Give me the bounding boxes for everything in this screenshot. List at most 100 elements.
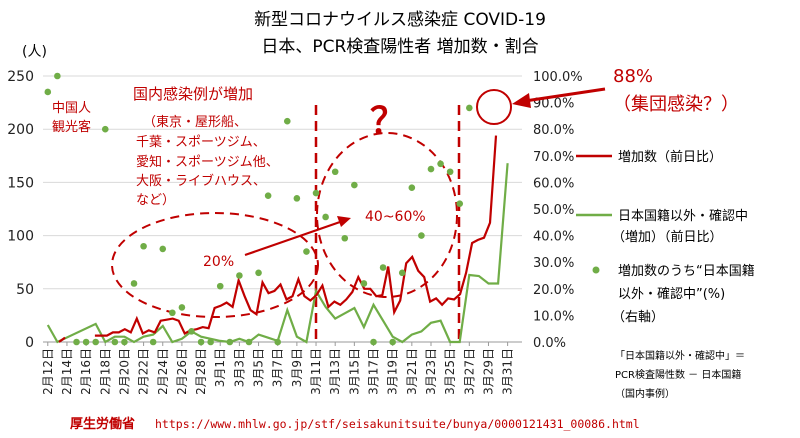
domestic-detail-2: 千葉・スポーツジム、	[136, 135, 266, 150]
ratio-dot	[437, 160, 444, 168]
chart-subtitle: 日本、PCR検査陽性者 増加数・割合	[261, 37, 538, 57]
x-tick-label: 3月13日	[328, 348, 342, 395]
ratio-dot	[379, 264, 387, 271]
ratio-dot	[331, 168, 339, 176]
tourists-line-2: 観光客	[52, 119, 91, 135]
ratio-dot	[351, 181, 358, 189]
y2-tick-label: 80.0%	[533, 123, 574, 138]
x-tick-label: 3月5日	[252, 348, 266, 387]
right-axis-ticks: 0.0% 10.0% 20.0% 30.0% 40.0% 50.0% 60.0% 70.0% 8…	[533, 70, 583, 351]
y2-tick-label: 30.0%	[533, 256, 574, 271]
arrow-to-88pct	[524, 87, 606, 103]
arrow-head-20-to-40	[337, 216, 351, 227]
x-tick-label: 3月31日	[501, 348, 515, 395]
ratio-dot	[130, 280, 138, 287]
x-tick-label: 3月15日	[347, 348, 361, 395]
series-line-total-increase	[58, 135, 498, 343]
ratio-dot	[92, 338, 99, 346]
arrow-head-to-88pct	[512, 93, 531, 108]
legend-label-ratio-2: 以外・確認中”(%)	[618, 286, 725, 302]
note-line-3: （国内事例）	[615, 387, 675, 400]
legend-label-foreign-2: （増加）（前日比）	[612, 229, 723, 245]
ratio-dot	[54, 72, 61, 80]
ratio-dot	[101, 125, 109, 133]
ratio-dot	[111, 338, 119, 346]
arrow-20-to-40	[244, 220, 341, 257]
ratio-dot	[207, 338, 214, 346]
ratio-dot	[312, 189, 320, 197]
ratio-dot	[159, 245, 167, 253]
legend-label-ratio-1: 増加数のうち“日本国籍	[618, 263, 755, 279]
ratio-dot	[341, 234, 349, 242]
x-tick-label: 3月27日	[462, 348, 476, 395]
y2-tick-label: 20.0%	[533, 283, 574, 298]
ellipse-20pct	[111, 212, 319, 318]
annotation-question-mark: ？	[370, 101, 406, 142]
x-tick-label: 2月22日	[137, 348, 151, 395]
ratio-dot	[82, 338, 90, 346]
left-axis-ticks: 0 50 100 150 200 250	[7, 69, 34, 351]
legend-label-ratio-3: （右軸）	[612, 310, 664, 325]
y2-tick-label: 10.0%	[533, 309, 574, 324]
ratio-dot	[303, 248, 310, 255]
ratio-dot	[418, 232, 425, 239]
red-line-segment	[58, 336, 66, 343]
ratio-dot	[149, 338, 157, 346]
ratio-dot	[197, 338, 205, 346]
red-line-segment	[94, 135, 498, 337]
x-tick-label: 3月29日	[481, 348, 495, 395]
annotation-40-60pct: 40~60%	[365, 209, 426, 225]
y-tick-label: 200	[7, 122, 34, 138]
y2-tick-label: 40.0%	[533, 230, 574, 245]
y-tick-label: 100	[7, 229, 34, 245]
x-tick-label: 3月11日	[309, 348, 323, 395]
chart-title: 新型コロナウイルス感染症 COVID-19	[254, 10, 546, 30]
x-tick-label: 3月17日	[367, 348, 381, 395]
ratio-dot	[236, 272, 243, 279]
ratio-dot	[245, 338, 253, 346]
ratio-dot	[169, 309, 176, 317]
x-tick-label: 2月18日	[98, 348, 112, 395]
tourists-line-1: 中国人	[52, 101, 91, 116]
y2-tick-label: 60.0%	[533, 176, 574, 191]
series-dots-foreign-ratio	[44, 72, 473, 346]
ratio-dot	[427, 165, 435, 173]
annotation-88pct: 88%	[613, 66, 653, 87]
note-line-2: PCR検査陽性数 － 日本国籍	[615, 368, 741, 381]
x-tick-label: 2月12日	[41, 348, 55, 395]
x-tick-label: 2月14日	[60, 348, 74, 395]
ratio-dot	[274, 338, 282, 346]
annotation-20pct: 20%	[203, 254, 234, 270]
ratio-dot	[408, 184, 416, 192]
ratio-dot	[370, 338, 377, 346]
ratio-dot	[140, 242, 147, 250]
legend-symbol-green-dot	[592, 266, 600, 274]
definition-note: 「日本国籍以外・確認中」＝ PCR検査陽性数 － 日本国籍 （国内事例）	[615, 349, 745, 400]
y-tick-label: 50	[16, 282, 34, 298]
source-url[interactable]: https://www.mhlw.go.jp/stf/seisakunitsui…	[155, 417, 640, 431]
x-tick-label: 3月1日	[213, 348, 227, 387]
x-tick-label: 3月9日	[290, 348, 304, 387]
x-tick-label: 3月3日	[232, 348, 246, 387]
ratio-dot	[188, 328, 195, 335]
ratio-dot	[466, 104, 473, 112]
y2-tick-label: 100.0%	[533, 70, 583, 85]
left-axis-unit: (人)	[22, 44, 47, 60]
y-tick-label: 250	[7, 69, 34, 85]
y-tick-label: 150	[7, 175, 34, 191]
ratio-dot	[446, 168, 454, 176]
x-tick-label: 2月20日	[117, 348, 131, 395]
x-tick-label: 2月24日	[156, 348, 170, 395]
ratio-dot	[121, 338, 128, 346]
ratio-dot	[283, 117, 291, 125]
annotation-domestic-title: 国内感染例が増加	[133, 85, 253, 103]
y2-tick-label: 0.0%	[533, 336, 566, 351]
x-tick-label: 2月16日	[79, 348, 93, 395]
legend-label-foreign-1: 日本国籍以外・確認中	[618, 208, 748, 224]
annotation-cluster: （集団感染？）	[613, 94, 739, 115]
ratio-dot	[456, 200, 464, 207]
ratio-dot	[73, 338, 80, 346]
x-tick-label: 3月19日	[386, 348, 400, 395]
ratio-dot	[255, 269, 262, 277]
ratio-dot	[389, 338, 396, 346]
